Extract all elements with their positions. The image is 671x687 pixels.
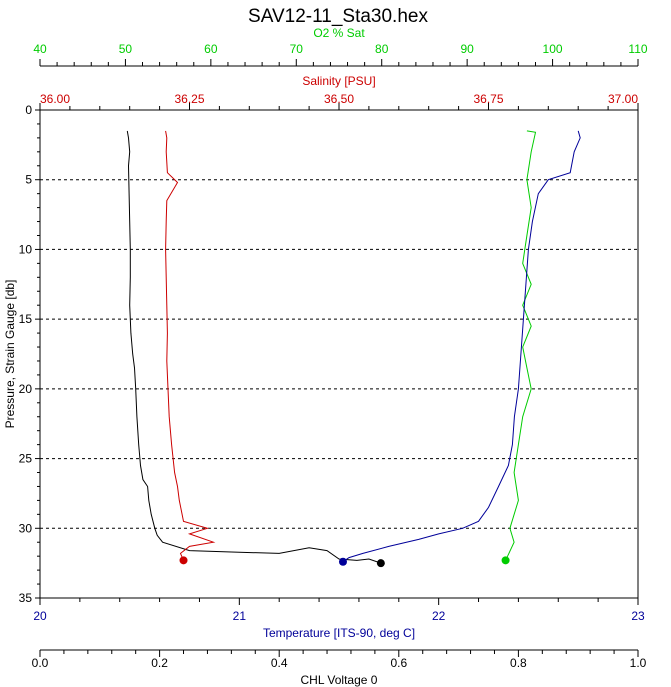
temperature-tick-label: 20 xyxy=(33,609,47,623)
series-layer xyxy=(126,130,581,568)
temperature-profile-line xyxy=(342,130,581,563)
axes-layer: 0 5 10 15 20 25 30 35 Pressure, Strain Gauge [db… xyxy=(3,26,648,687)
chl-tick-label: 0.6 xyxy=(390,656,407,670)
salinity-bottom-marker xyxy=(179,556,188,565)
grid-layer xyxy=(40,179,638,529)
salinity-profile-line xyxy=(165,130,216,561)
salinity-tick-label: 37.00 xyxy=(608,92,638,106)
plot-frame xyxy=(39,109,639,599)
chl-tick-label: 0.0 xyxy=(32,656,49,670)
o2-tick-label: 40 xyxy=(33,42,47,56)
o2-profile-line xyxy=(505,130,537,561)
y-tick-label: 10 xyxy=(19,242,33,256)
o2-tick-label: 50 xyxy=(119,42,133,56)
o2-tick-label: 100 xyxy=(543,42,563,56)
salinity-tick-label: 36.00 xyxy=(40,92,70,106)
salinity-tick-label: 36.50 xyxy=(324,92,354,106)
temperature-tick-label: 22 xyxy=(432,609,446,623)
o2-tick-label: 80 xyxy=(375,42,389,56)
y-tick-label: 0 xyxy=(25,103,32,117)
salinity-tick-label: 36.75 xyxy=(473,92,503,106)
o2-tick-label: 60 xyxy=(204,42,218,56)
chl-tick-label: 0.2 xyxy=(151,656,168,670)
o2-axis-label: O2 % Sat xyxy=(313,26,365,40)
y-axis-label: Pressure, Strain Gauge [db] xyxy=(3,280,17,429)
temperature-bottom-marker xyxy=(338,557,347,566)
chl-bottom-marker xyxy=(376,559,385,568)
o2-tick-label: 110 xyxy=(628,42,647,56)
chl-profile-line xyxy=(126,130,382,564)
chl-tick-label: 1.0 xyxy=(630,656,647,670)
chl-tick-label: 0.4 xyxy=(271,656,288,670)
y-tick-label: 15 xyxy=(19,312,33,326)
salinity-axis-label: Salinity [PSU] xyxy=(302,74,375,88)
o2-bottom-marker xyxy=(501,556,510,565)
temperature-tick-label: 21 xyxy=(233,609,247,623)
temperature-axis-label: Temperature [ITS-90, deg C] xyxy=(263,626,415,640)
y-tick-label: 25 xyxy=(19,452,33,466)
chl-tick-label: 0.8 xyxy=(510,656,527,670)
y-tick-label: 35 xyxy=(19,591,33,605)
y-tick-label: 5 xyxy=(25,173,32,187)
y-tick-label: 30 xyxy=(19,521,33,535)
temperature-tick-label: 23 xyxy=(631,609,645,623)
chl-axis-label: CHL Voltage 0 xyxy=(301,673,378,687)
salinity-tick-label: 36.25 xyxy=(174,92,204,106)
o2-tick-label: 70 xyxy=(290,42,304,56)
y-tick-label: 20 xyxy=(19,382,33,396)
o2-tick-label: 90 xyxy=(460,42,474,56)
chart-title: SAV12-11_Sta30.hex xyxy=(248,6,428,27)
